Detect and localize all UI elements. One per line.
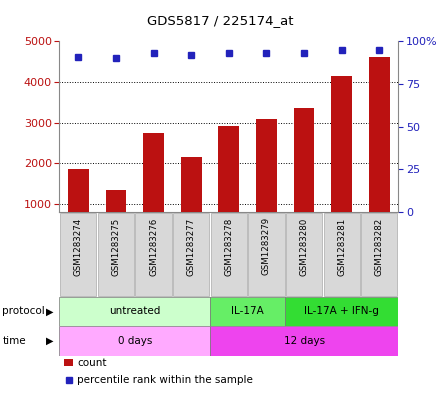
- Bar: [218, 126, 239, 212]
- Text: percentile rank within the sample: percentile rank within the sample: [77, 375, 253, 385]
- Bar: [248, 213, 285, 296]
- Bar: [331, 76, 352, 212]
- Text: GSM1283278: GSM1283278: [224, 217, 233, 275]
- Text: GSM1283279: GSM1283279: [262, 217, 271, 275]
- Bar: [210, 297, 285, 326]
- Text: GSM1283275: GSM1283275: [111, 217, 121, 275]
- Bar: [294, 108, 315, 212]
- Bar: [68, 169, 88, 212]
- Text: 12 days: 12 days: [283, 336, 325, 346]
- Text: IL-17A + IFN-g: IL-17A + IFN-g: [304, 307, 379, 316]
- Bar: [286, 213, 322, 296]
- Text: IL-17A: IL-17A: [231, 307, 264, 316]
- Text: GSM1283281: GSM1283281: [337, 217, 346, 275]
- Bar: [369, 57, 390, 212]
- Bar: [143, 133, 164, 212]
- Bar: [324, 213, 360, 296]
- Bar: [181, 157, 202, 212]
- Bar: [173, 213, 209, 296]
- Bar: [361, 213, 397, 296]
- Text: time: time: [2, 336, 26, 346]
- Bar: [60, 213, 96, 296]
- Bar: [285, 297, 398, 326]
- Text: ▶: ▶: [46, 307, 54, 316]
- Bar: [210, 326, 398, 356]
- Bar: [256, 119, 277, 212]
- Bar: [106, 190, 126, 212]
- Bar: [59, 326, 210, 356]
- Text: GSM1283277: GSM1283277: [187, 217, 196, 275]
- Text: GSM1283282: GSM1283282: [375, 217, 384, 275]
- Bar: [136, 213, 172, 296]
- Bar: [59, 297, 210, 326]
- Text: ▶: ▶: [46, 336, 54, 346]
- Bar: [211, 213, 247, 296]
- Text: untreated: untreated: [109, 307, 160, 316]
- Text: 0 days: 0 days: [117, 336, 152, 346]
- Text: GSM1283280: GSM1283280: [300, 217, 308, 275]
- Text: GDS5817 / 225174_at: GDS5817 / 225174_at: [147, 15, 293, 28]
- Text: GSM1283276: GSM1283276: [149, 217, 158, 275]
- Text: GSM1283274: GSM1283274: [74, 217, 83, 275]
- Text: count: count: [77, 358, 106, 367]
- Text: protocol: protocol: [2, 307, 45, 316]
- Bar: [98, 213, 134, 296]
